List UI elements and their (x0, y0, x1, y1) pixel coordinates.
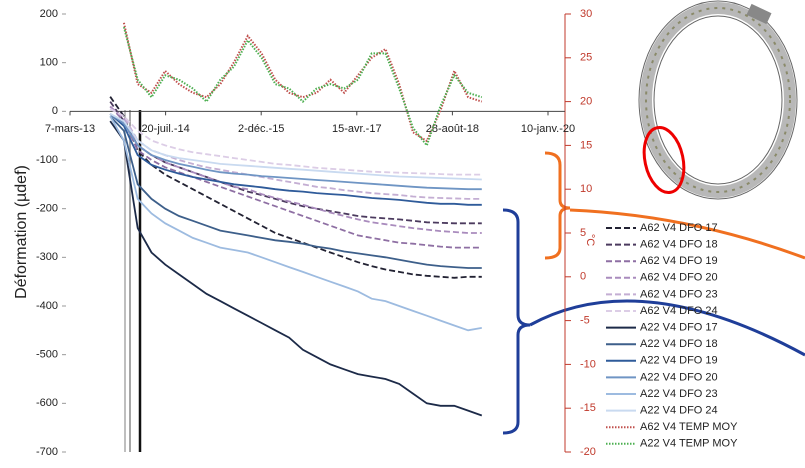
y2-tick-label: 15 (580, 139, 592, 151)
legend-label: A22 V4 DFO 24 (640, 405, 718, 417)
y-tick-label: -100 (36, 154, 58, 166)
y2-tick-label: 30 (580, 8, 592, 20)
legend-label: A22 V4 DFO 20 (640, 371, 718, 383)
legend-label: A62 V4 TEMP MOY (640, 421, 738, 433)
legend-label: A22 V4 DFO 23 (640, 388, 718, 400)
x-tick-label: 10-janv.-20 (521, 123, 575, 135)
y2-tick-label: -10 (580, 358, 596, 370)
y2-tick-label: 0 (580, 271, 586, 283)
y2-tick-label: 5 (580, 227, 586, 239)
legend-label: A22 V4 DFO 19 (640, 355, 718, 367)
y2-tick-label: -20 (580, 446, 596, 458)
legend-label: A62 V4 DFO 23 (640, 288, 718, 300)
y-tick-label: -500 (36, 349, 58, 361)
y2-tick-label: 25 (580, 52, 592, 64)
series-line (110, 116, 482, 330)
y-tick-label: 0 (52, 105, 58, 117)
y-tick-label: -400 (36, 300, 58, 312)
x-tick-label: 15-avr.-17 (332, 123, 382, 135)
y-tick-label: -200 (36, 203, 58, 215)
y2-tick-label: 10 (580, 183, 592, 195)
legend-label: A62 V4 DFO 24 (640, 305, 718, 317)
legend-label: A22 V4 DFO 18 (640, 338, 718, 350)
y-tick-label: 100 (40, 57, 58, 69)
legend-label: A62 V4 DFO 19 (640, 255, 718, 267)
y2-tick-label: 20 (580, 96, 592, 108)
legend-label: A62 V4 DFO 20 (640, 272, 718, 284)
y2-tick-label: -15 (580, 402, 596, 414)
legend-label: A62 V4 DFO 17 (640, 222, 718, 234)
series-line (110, 116, 482, 268)
x-tick-label: 7-mars-13 (45, 123, 95, 135)
y-tick-label: -300 (36, 251, 58, 263)
legend-label: A22 V4 DFO 17 (640, 322, 718, 334)
y-tick-label: -600 (36, 397, 58, 409)
series-line (110, 109, 482, 175)
legend-label: A22 V4 TEMP MOY (640, 438, 738, 450)
y2-tick-label: -5 (580, 315, 590, 327)
page: {"chart_data": {"type": "line", "y_label… (0, 0, 805, 468)
ring-illustration (639, 1, 797, 199)
chart: Déformation (µdef) °C 2001000-100-200-30… (0, 0, 805, 468)
y-tick-label: -700 (36, 446, 58, 458)
x-tick-label: 2-déc.-15 (238, 123, 284, 135)
y-tick-label: 200 (40, 8, 58, 20)
legend-label: A62 V4 DFO 18 (640, 239, 718, 251)
x-tick-label: 20-juil.-14 (141, 123, 189, 135)
y-axis-label: Déformation (µdef) (13, 165, 30, 299)
